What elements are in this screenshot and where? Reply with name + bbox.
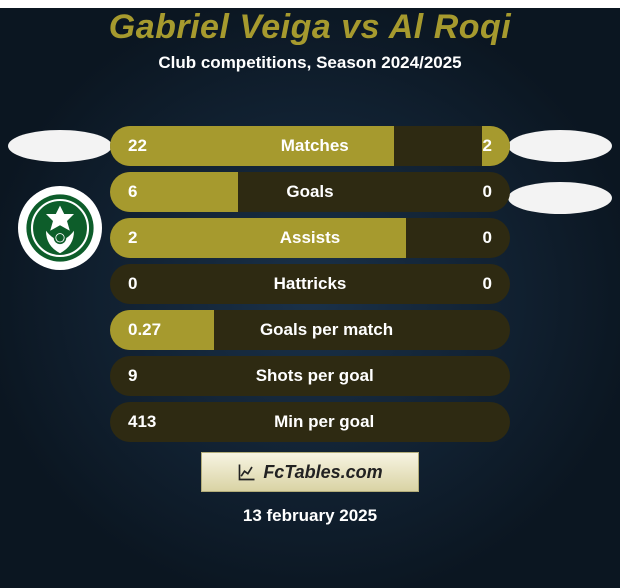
stat-value-right: 0 bbox=[483, 274, 492, 294]
stat-row: 0.27 Goals per match bbox=[110, 310, 510, 350]
stat-value-left: 22 bbox=[128, 136, 147, 156]
stat-label: Matches bbox=[281, 136, 349, 156]
stat-value-left: 2 bbox=[128, 228, 137, 248]
stat-row: 9 Shots per goal bbox=[110, 356, 510, 396]
club-crest-icon bbox=[25, 193, 95, 263]
stat-label: Goals bbox=[286, 182, 333, 202]
date-label: 13 february 2025 bbox=[0, 506, 620, 526]
country-flag-right bbox=[508, 130, 612, 162]
stat-value-right: 2 bbox=[483, 136, 492, 156]
club-badge-left bbox=[18, 186, 102, 270]
source-badge: FcTables.com bbox=[201, 452, 419, 492]
stat-row: 6 Goals 0 bbox=[110, 172, 510, 212]
stat-fill-left bbox=[110, 310, 214, 350]
stat-value-left: 0 bbox=[128, 274, 137, 294]
stat-label: Min per goal bbox=[274, 412, 374, 432]
stat-label: Goals per match bbox=[260, 320, 393, 340]
stat-fill-left bbox=[110, 126, 394, 166]
stat-label: Shots per goal bbox=[256, 366, 374, 386]
stat-value-left: 6 bbox=[128, 182, 137, 202]
stat-row: 2 Assists 0 bbox=[110, 218, 510, 258]
stat-row: 0 Hattricks 0 bbox=[110, 264, 510, 304]
stat-label: Hattricks bbox=[274, 274, 347, 294]
stat-row: 22 Matches 2 bbox=[110, 126, 510, 166]
stats-table: 22 Matches 2 6 Goals 0 2 Assists 0 0 Hattricks 0 0.2… bbox=[110, 126, 510, 448]
stat-fill-left bbox=[110, 218, 406, 258]
stat-label: Assists bbox=[280, 228, 340, 248]
stat-row: 413 Min per goal bbox=[110, 402, 510, 442]
stat-value-left: 0.27 bbox=[128, 320, 161, 340]
stat-value-right: 0 bbox=[483, 228, 492, 248]
page-title: Gabriel Veiga vs Al Roqi bbox=[0, 8, 620, 47]
page-subtitle: Club competitions, Season 2024/2025 bbox=[0, 53, 620, 73]
stat-value-left: 413 bbox=[128, 412, 156, 432]
stat-value-left: 9 bbox=[128, 366, 137, 386]
source-badge-text: FcTables.com bbox=[263, 462, 382, 483]
chart-icon bbox=[237, 462, 257, 482]
comparison-card: Gabriel Veiga vs Al Roqi Club competitio… bbox=[0, 8, 620, 588]
club-badge-right bbox=[508, 182, 612, 214]
country-flag-left bbox=[8, 130, 112, 162]
stat-value-right: 0 bbox=[483, 182, 492, 202]
